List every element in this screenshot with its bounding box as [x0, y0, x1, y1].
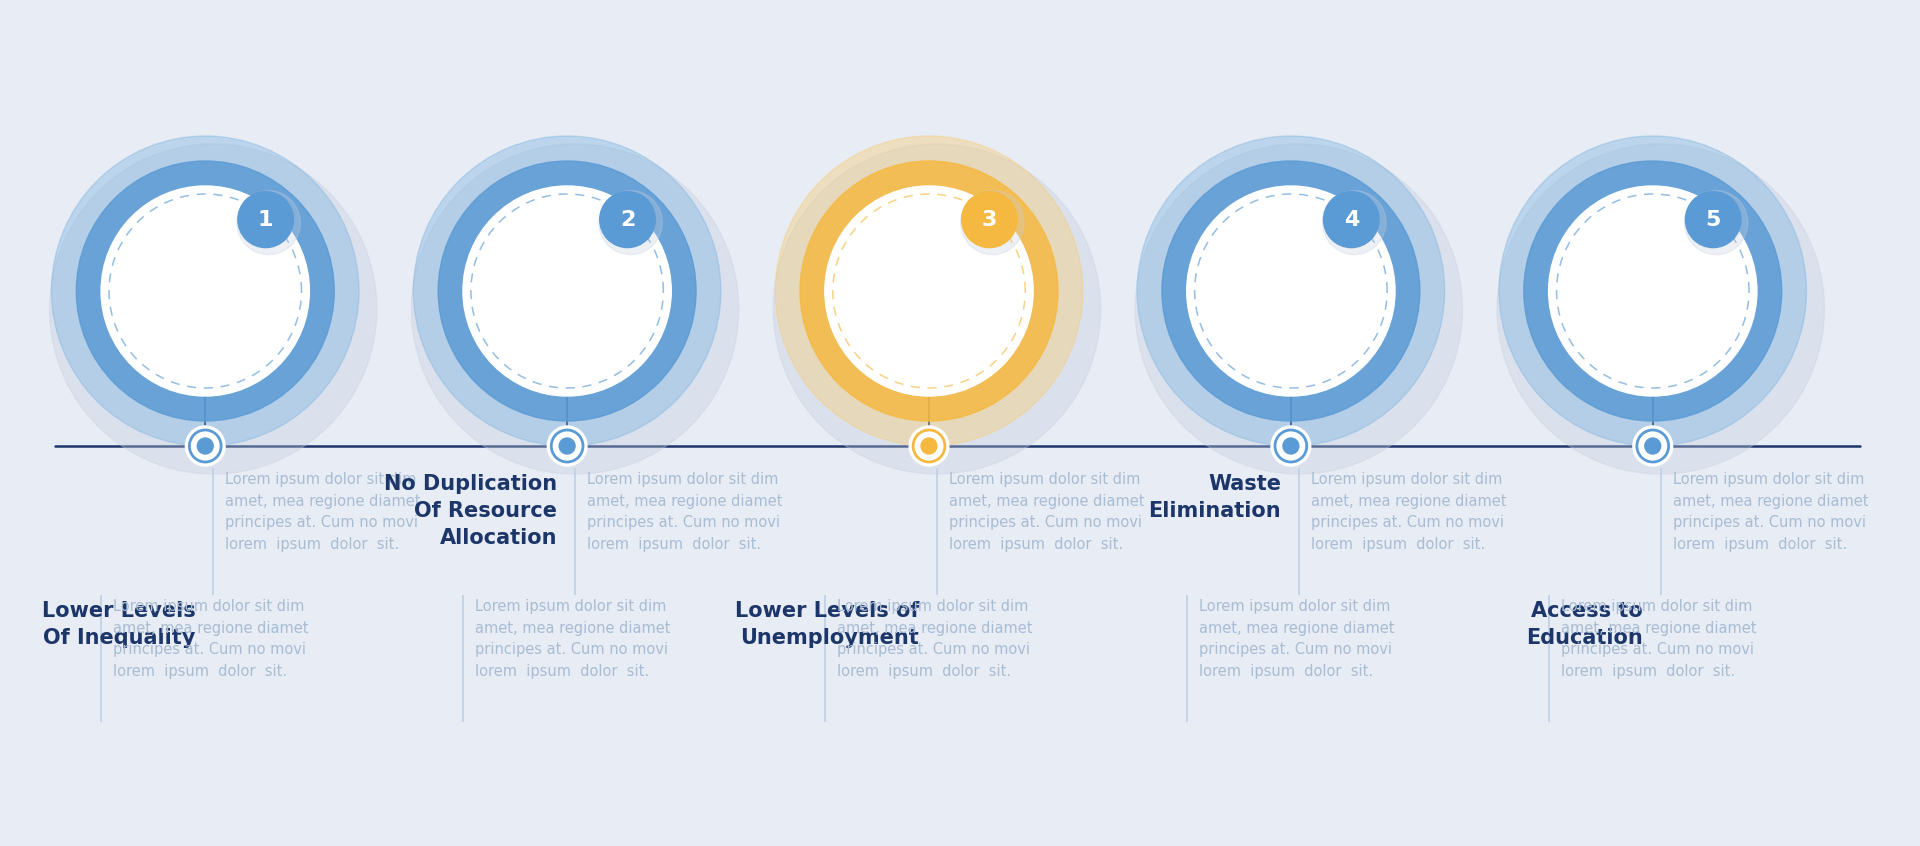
Text: Lorem ipsum dolor sit dim
amet, mea regione diamet
principes at. Cum no movi
lor: Lorem ipsum dolor sit dim amet, mea regi… — [948, 472, 1144, 552]
Circle shape — [599, 190, 662, 255]
Circle shape — [198, 438, 213, 454]
Text: Access to
Education: Access to Education — [1526, 601, 1644, 648]
Circle shape — [1135, 144, 1463, 474]
Circle shape — [1684, 190, 1747, 255]
Text: Lorem ipsum dolor sit dim
amet, mea regione diamet
principes at. Cum no movi
lor: Lorem ipsum dolor sit dim amet, mea regi… — [225, 472, 420, 552]
Text: Lorem ipsum dolor sit dim
amet, mea regione diamet
principes at. Cum no movi
lor: Lorem ipsum dolor sit dim amet, mea regi… — [474, 599, 670, 678]
Circle shape — [463, 186, 672, 396]
Circle shape — [236, 190, 300, 255]
Text: No Duplication
Of Resource
Allocation: No Duplication Of Resource Allocation — [384, 474, 557, 548]
Text: 3: 3 — [981, 210, 996, 229]
Text: Lorem ipsum dolor sit dim
amet, mea regione diamet
principes at. Cum no movi
lor: Lorem ipsum dolor sit dim amet, mea regi… — [837, 599, 1033, 678]
Circle shape — [102, 186, 309, 396]
Text: 1: 1 — [257, 210, 273, 229]
Circle shape — [774, 144, 1100, 474]
Circle shape — [826, 186, 1033, 396]
Circle shape — [411, 144, 739, 474]
Circle shape — [1524, 161, 1782, 421]
Circle shape — [1323, 190, 1386, 255]
Circle shape — [1632, 426, 1672, 466]
Circle shape — [547, 426, 588, 466]
Circle shape — [1271, 426, 1311, 466]
Circle shape — [1187, 186, 1396, 396]
Circle shape — [839, 201, 1018, 381]
Circle shape — [50, 144, 376, 474]
Text: Lorem ipsum dolor sit dim
amet, mea regione diamet
principes at. Cum no movi
lor: Lorem ipsum dolor sit dim amet, mea regi… — [588, 472, 783, 552]
Circle shape — [1563, 201, 1741, 381]
Circle shape — [962, 191, 1018, 248]
Circle shape — [1500, 136, 1807, 446]
Circle shape — [960, 190, 1023, 255]
Text: Lower Levels
Of Inequality: Lower Levels Of Inequality — [42, 601, 196, 648]
Text: Lorem ipsum dolor sit dim
amet, mea regione diamet
principes at. Cum no movi
lor: Lorem ipsum dolor sit dim amet, mea regi… — [1561, 599, 1757, 678]
Text: Lorem ipsum dolor sit dim
amet, mea regione diamet
principes at. Cum no movi
lor: Lorem ipsum dolor sit dim amet, mea regi… — [1311, 472, 1505, 552]
Circle shape — [1645, 438, 1661, 454]
Circle shape — [115, 201, 294, 381]
Circle shape — [1323, 191, 1379, 248]
Circle shape — [801, 161, 1058, 421]
Text: 2: 2 — [620, 210, 636, 229]
Text: Lower Levels of
Unemployment: Lower Levels of Unemployment — [735, 601, 920, 648]
Circle shape — [1549, 186, 1757, 396]
Text: Lorem ipsum dolor sit dim
amet, mea regione diamet
principes at. Cum no movi
lor: Lorem ipsum dolor sit dim amet, mea regi… — [113, 599, 309, 678]
Circle shape — [1137, 136, 1444, 446]
Circle shape — [77, 161, 334, 421]
Circle shape — [478, 201, 657, 381]
Circle shape — [1498, 144, 1824, 474]
Circle shape — [1686, 191, 1741, 248]
Circle shape — [922, 438, 937, 454]
Text: 4: 4 — [1344, 210, 1359, 229]
Circle shape — [1202, 201, 1380, 381]
Text: Lorem ipsum dolor sit dim
amet, mea regione diamet
principes at. Cum no movi
lor: Lorem ipsum dolor sit dim amet, mea regi… — [1672, 472, 1868, 552]
Circle shape — [910, 426, 948, 466]
Circle shape — [238, 191, 294, 248]
Text: Lorem ipsum dolor sit dim
amet, mea regione diamet
principes at. Cum no movi
lor: Lorem ipsum dolor sit dim amet, mea regi… — [1198, 599, 1394, 678]
Circle shape — [599, 191, 655, 248]
Text: Waste
Elimination: Waste Elimination — [1148, 474, 1281, 521]
Circle shape — [1283, 438, 1298, 454]
Circle shape — [1162, 161, 1419, 421]
Text: 5: 5 — [1705, 210, 1720, 229]
Circle shape — [776, 136, 1083, 446]
Circle shape — [559, 438, 576, 454]
Circle shape — [52, 136, 359, 446]
Circle shape — [186, 426, 225, 466]
Circle shape — [438, 161, 697, 421]
Circle shape — [413, 136, 720, 446]
